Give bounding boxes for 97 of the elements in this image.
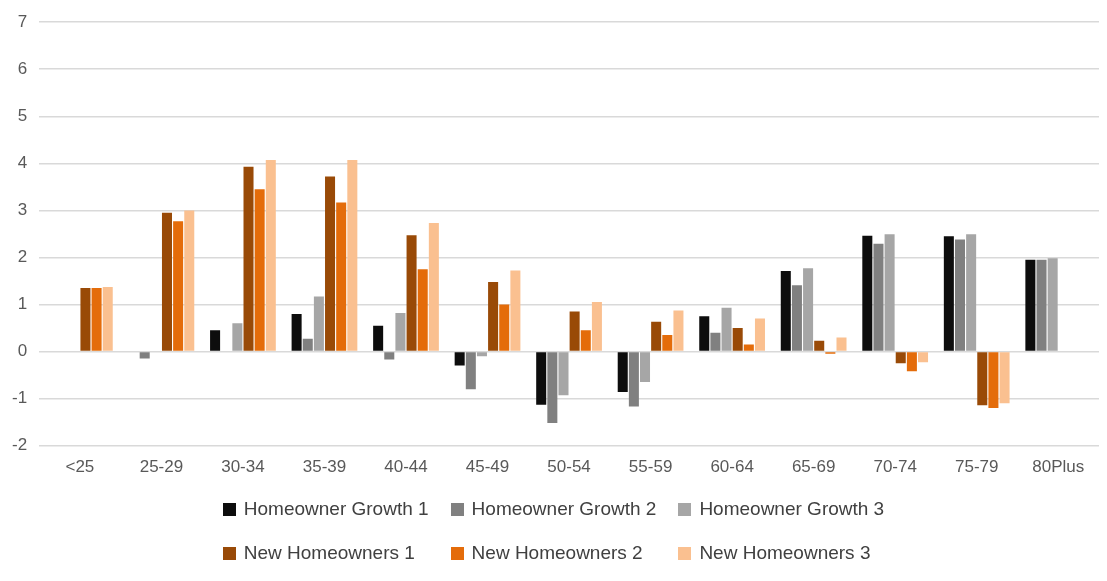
x-tick-label: 75-79 bbox=[954, 457, 999, 477]
bar bbox=[302, 338, 313, 351]
x-tick-label: 45-49 bbox=[465, 457, 510, 477]
bar bbox=[161, 212, 172, 351]
bar bbox=[536, 352, 547, 405]
bar bbox=[325, 176, 336, 351]
x-tick-label: 40-44 bbox=[384, 457, 428, 477]
bar bbox=[347, 160, 358, 351]
bar bbox=[943, 236, 954, 351]
bar bbox=[918, 352, 929, 363]
legend-label: Homeowner Growth 3 bbox=[699, 498, 885, 520]
bar bbox=[873, 243, 884, 351]
bar bbox=[814, 340, 825, 351]
x-tick-label: 35-39 bbox=[302, 457, 347, 477]
bar bbox=[743, 344, 754, 351]
bar bbox=[476, 352, 487, 357]
bar bbox=[954, 239, 966, 351]
bar bbox=[803, 268, 814, 351]
bar bbox=[184, 210, 195, 351]
bar bbox=[673, 310, 684, 351]
bar bbox=[417, 269, 428, 351]
y-tick-label: 5 bbox=[17, 105, 28, 125]
bar bbox=[210, 330, 221, 351]
bar bbox=[977, 352, 988, 406]
bar bbox=[232, 323, 243, 351]
bar bbox=[499, 304, 510, 351]
bar bbox=[395, 312, 406, 351]
bar bbox=[791, 285, 802, 351]
bar bbox=[384, 352, 395, 360]
bar bbox=[640, 352, 651, 383]
bar bbox=[336, 202, 347, 351]
y-tick-label: 6 bbox=[17, 58, 28, 78]
bar bbox=[454, 352, 465, 366]
bar bbox=[732, 327, 743, 351]
bar bbox=[265, 160, 276, 351]
bar bbox=[80, 288, 91, 351]
bar bbox=[628, 352, 639, 407]
x-tick-label: 70-74 bbox=[873, 457, 917, 477]
x-tick-label: 60-64 bbox=[710, 457, 754, 477]
y-tick-label: -1 bbox=[11, 388, 28, 408]
x-tick-label: 25-29 bbox=[139, 457, 184, 477]
x-tick-label: 55-59 bbox=[628, 457, 673, 477]
y-tick-label: 7 bbox=[17, 11, 28, 31]
legend-label: New Homeowners 3 bbox=[699, 542, 871, 564]
legend-label: New Homeowners 2 bbox=[471, 542, 643, 564]
bar bbox=[488, 281, 499, 351]
bar bbox=[710, 332, 721, 351]
bar bbox=[173, 221, 184, 351]
bar bbox=[617, 352, 628, 392]
bar bbox=[721, 307, 732, 351]
bar bbox=[1025, 259, 1036, 351]
legend-label: Homeowner Growth 1 bbox=[243, 498, 429, 520]
x-tick-label: 50-54 bbox=[547, 457, 591, 477]
bar bbox=[754, 318, 765, 351]
bar bbox=[291, 313, 302, 351]
bar bbox=[510, 270, 521, 351]
bar bbox=[651, 321, 662, 351]
y-tick-label: 0 bbox=[17, 341, 28, 361]
y-tick-label: 2 bbox=[17, 247, 28, 267]
bar bbox=[884, 234, 895, 351]
bar bbox=[662, 335, 673, 351]
bar bbox=[91, 288, 102, 351]
bar bbox=[1036, 259, 1047, 351]
y-tick-label: 3 bbox=[17, 200, 28, 220]
bar bbox=[580, 330, 591, 351]
bar bbox=[836, 337, 847, 351]
bar bbox=[1047, 258, 1058, 351]
bar bbox=[243, 166, 254, 351]
bar bbox=[780, 271, 791, 351]
bar bbox=[591, 302, 602, 351]
x-tick-label: <25 bbox=[65, 457, 95, 477]
bar bbox=[406, 235, 417, 351]
bar bbox=[988, 352, 999, 408]
x-tick-label: 30-34 bbox=[221, 457, 265, 477]
bar bbox=[966, 234, 977, 351]
bar bbox=[465, 352, 476, 390]
bar bbox=[547, 352, 558, 424]
y-tick-label: 4 bbox=[17, 153, 28, 173]
legend-label: New Homeowners 1 bbox=[243, 542, 415, 564]
bar bbox=[862, 235, 873, 351]
bar bbox=[569, 311, 580, 351]
bar bbox=[313, 296, 324, 351]
bar bbox=[102, 287, 113, 351]
y-tick-label: 1 bbox=[17, 294, 28, 314]
bar bbox=[558, 352, 569, 396]
bar bbox=[373, 325, 384, 351]
legend-label: Homeowner Growth 2 bbox=[471, 498, 657, 520]
bar bbox=[699, 316, 710, 351]
bar bbox=[906, 352, 917, 372]
y-tick-label: -2 bbox=[11, 435, 28, 455]
bar bbox=[999, 352, 1010, 404]
bar bbox=[428, 223, 439, 351]
x-tick-label: 65-69 bbox=[791, 457, 836, 477]
x-tick-label: 80Plus bbox=[1032, 457, 1085, 477]
bar bbox=[895, 352, 906, 364]
bar bbox=[139, 352, 150, 359]
bar bbox=[254, 189, 265, 351]
